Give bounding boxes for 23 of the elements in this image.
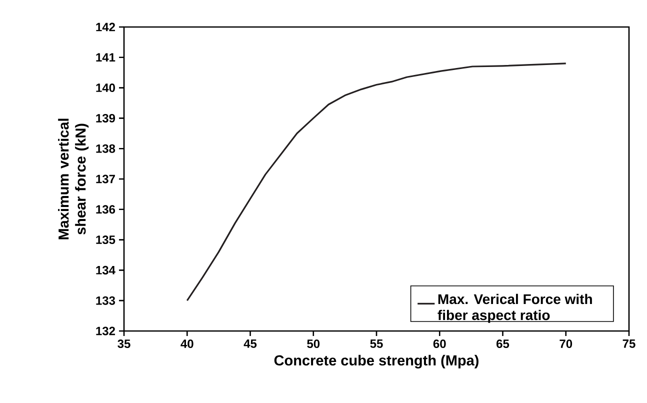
y-tick-label: 134 [96, 266, 116, 274]
y-tick-label: 137 [96, 174, 115, 184]
x-axis-title: Concrete cube strength (Mpa) [274, 354, 478, 368]
x-tick-label: 55 [370, 340, 383, 348]
x-tick-label: 65 [496, 340, 510, 348]
x-tick-label: 50 [307, 340, 320, 348]
y-tick-label: 141 [96, 53, 116, 62]
y-tick-label: 132 [96, 326, 115, 336]
y-tick-label: 139 [96, 114, 116, 122]
x-tick-label: 75 [622, 340, 636, 348]
x-tick-label: 70 [560, 340, 572, 348]
y-tick-label: 133 [96, 296, 116, 305]
y-tick-label: 142 [96, 22, 115, 32]
x-tick-label: 60 [433, 340, 446, 348]
x-tick-label: 35 [118, 340, 130, 348]
y-tick-label: 136 [96, 205, 116, 214]
x-tick-label: 45 [244, 340, 257, 348]
y-tick-label: 135 [96, 236, 116, 244]
y-tick-label: 140 [96, 84, 115, 92]
x-tick-label: 40 [180, 340, 194, 348]
y-axis-title: Maximum vertical shear force (kN) [58, 118, 89, 240]
legend-label: Max. Verical Force with fiber aspect ratio [438, 294, 592, 323]
y-tick-label: 138 [96, 144, 116, 153]
